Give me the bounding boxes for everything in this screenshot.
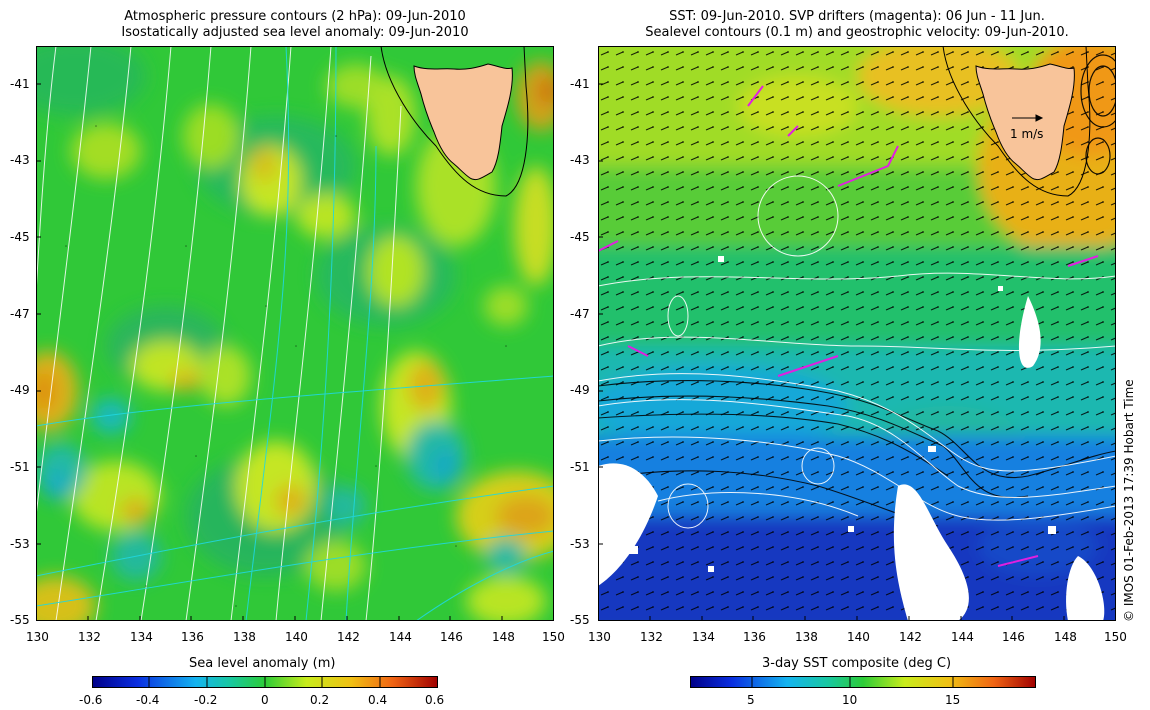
colorbar-tick: -0.4 [136,693,160,707]
left-x-tick: 132 [78,630,101,644]
right-title-line1: SST: 09-Jun-2010. SVP drifters (magenta)… [669,9,1045,24]
right-y-tick: -51 [570,460,590,474]
left-x-tick: 142 [337,630,360,644]
left-y-tick: -43 [10,153,30,167]
left-x-tick: 138 [233,630,256,644]
coast-contour [380,46,529,197]
sst-map: 1 m/s [598,46,1116,621]
colorbar-tick: 15 [945,693,961,707]
left-x-tick: 130 [26,630,49,644]
left-title-line1: Atmospheric pressure contours (2 hPa): 0… [124,9,466,24]
left-y-tick: -49 [10,383,30,397]
right-y-tick: -55 [570,613,590,627]
left-x-tick: 144 [389,630,412,644]
left-y-tick: -41 [10,77,30,91]
left-y-tick: -45 [10,230,30,244]
colorbar-tick: -0.2 [194,693,218,707]
left-x-tick: 150 [542,630,565,644]
colorbar-tick: 0.2 [310,693,330,707]
right-colorbar-label: 3-day SST composite (deg C) [762,656,952,671]
sea-level-colorbar [92,676,438,688]
coast-contour [942,46,1091,197]
right-y-tick: -43 [570,153,590,167]
colorbar-tick: 10 [842,693,858,707]
tasmania-land [413,63,513,181]
right-x-tick: 136 [743,630,766,644]
colorbar-tick: 0.4 [368,693,388,707]
colorbar-tick: 5 [747,693,755,707]
copyright-credit: © IMOS 01-Feb-2013 17:39 Hobart Time [1122,379,1136,622]
right-x-tick: 132 [640,630,663,644]
left-y-tick: -47 [10,307,30,321]
left-x-tick: 146 [440,630,463,644]
right-x-tick: 148 [1054,630,1077,644]
tasmania-land [975,63,1075,181]
right-map-title: SST: 09-Jun-2010. SVP drifters (magenta)… [598,9,1116,41]
colorbar-tick: 0.6 [425,693,445,707]
right-x-tick: 144 [951,630,974,644]
left-x-tick: 140 [285,630,308,644]
left-x-tick: 134 [130,630,153,644]
right-x-tick: 146 [1002,630,1025,644]
right-y-tick: -53 [570,537,590,551]
right-y-tick: -45 [570,230,590,244]
right-x-tick: 138 [795,630,818,644]
right-x-tick: 142 [899,630,922,644]
left-colorbar-label: Sea level anomaly (m) [189,656,336,671]
right-x-tick: 134 [692,630,715,644]
right-y-tick: -47 [570,307,590,321]
right-x-tick: 130 [588,630,611,644]
right-x-tick: 150 [1104,630,1127,644]
right-x-tick: 140 [847,630,870,644]
right-y-tick: -41 [570,77,590,91]
colorbar-tick: 0 [261,693,269,707]
left-y-tick: -55 [10,613,30,627]
right-y-tick: -49 [570,383,590,397]
colorbar-tick: -0.6 [79,693,103,707]
sst-colorbar [690,676,1036,688]
scale-label: 1 m/s [1010,127,1043,141]
left-x-tick: 148 [492,630,515,644]
left-map-title: Atmospheric pressure contours (2 hPa): 0… [36,9,554,41]
left-y-tick: -53 [10,537,30,551]
left-x-tick: 136 [181,630,204,644]
velocity-scale-arrow [1012,114,1044,122]
right-title-line2: Sealevel contours (0.1 m) and geostrophi… [645,25,1069,40]
left-title-line2: Isostatically adjusted sea level anomaly… [121,25,469,40]
sea-level-anomaly-map [36,46,554,621]
left-y-tick: -51 [10,460,30,474]
